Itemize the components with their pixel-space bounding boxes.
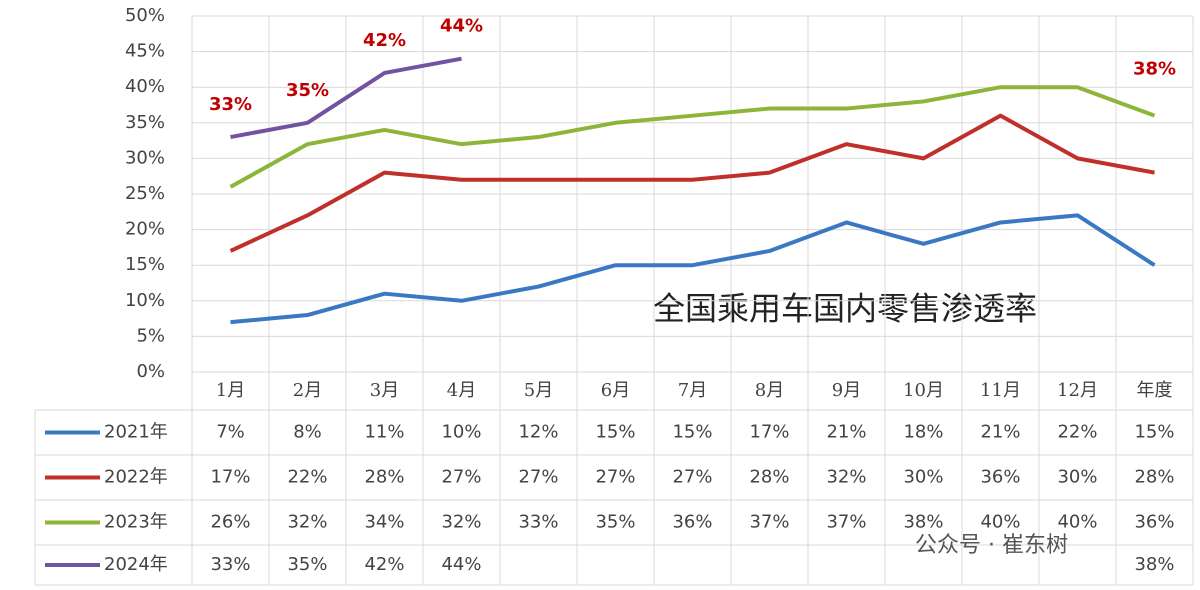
table-cell: 32% (287, 512, 327, 533)
table-cell: 40% (980, 512, 1020, 533)
y-tick-label: 30% (125, 147, 165, 168)
table-cell: 30% (903, 467, 943, 488)
x-tick-label: 9月 (832, 380, 861, 401)
x-tick-label: 年度 (1137, 380, 1173, 401)
table-cell: 28% (749, 467, 789, 488)
y-tick-label: 35% (125, 112, 165, 133)
y-tick-label: 20% (125, 219, 165, 240)
table-cell: 28% (364, 467, 404, 488)
table-cell: 11% (364, 422, 404, 443)
table-cell: 37% (826, 512, 866, 533)
y-tick-label: 15% (125, 254, 165, 275)
table-cell: 36% (980, 467, 1020, 488)
table-cell: 18% (903, 422, 943, 443)
table-cell: 27% (441, 467, 481, 488)
table-cell: 37% (749, 512, 789, 533)
x-tick-label: 7月 (678, 380, 707, 401)
x-tick-label: 11月 (980, 380, 1021, 401)
data-label: 42% (363, 30, 406, 51)
table-cell: 38% (1134, 554, 1174, 575)
table-cell: 35% (595, 512, 635, 533)
table-cell: 22% (1057, 422, 1097, 443)
x-tick-label: 3月 (370, 380, 399, 401)
table-cell: 21% (826, 422, 866, 443)
table-cell: 17% (749, 422, 789, 443)
x-tick-label: 2月 (293, 380, 322, 401)
y-tick-label: 10% (125, 290, 165, 311)
table-cell: 27% (595, 467, 635, 488)
data-label: 33% (209, 94, 252, 115)
chart-title: 全国乘用车国内零售渗透率 (653, 290, 1037, 328)
table-cell: 17% (210, 467, 250, 488)
x-tick-label: 12月 (1057, 380, 1098, 401)
x-tick-label: 1月 (216, 380, 245, 401)
x-tick-label: 5月 (524, 380, 553, 401)
series-line (230, 56, 462, 140)
data-label: 38% (1133, 58, 1176, 79)
series-line (229, 113, 1155, 253)
watermark: 公众号 · 崔东树 (915, 533, 1068, 558)
y-tick-label: 50% (125, 5, 165, 26)
table-cell: 15% (595, 422, 635, 443)
table-cell: 28% (1134, 467, 1174, 488)
x-tick-label: 10月 (903, 380, 944, 401)
table-cell: 27% (672, 467, 712, 488)
table-cell: 10% (441, 422, 481, 443)
y-tick-label: 45% (125, 41, 165, 62)
table-cell: 44% (441, 554, 481, 575)
data-label: 35% (286, 80, 329, 101)
table-cell: 36% (1134, 512, 1174, 533)
table-cell: 27% (518, 467, 558, 488)
data-label: 44% (440, 16, 483, 37)
table-cell: 8% (293, 422, 322, 443)
legend-label: 2022年 (104, 467, 168, 488)
legend-label: 2021年 (104, 422, 168, 443)
table-cell: 32% (441, 512, 481, 533)
table-cell: 7% (216, 422, 245, 443)
table-cell: 21% (980, 422, 1020, 443)
table-cell: 38% (903, 512, 943, 533)
table-cell: 15% (672, 422, 712, 443)
y-tick-label: 0% (136, 361, 165, 382)
legend-label: 2023年 (104, 512, 168, 533)
series-line (229, 85, 1156, 189)
table-cell: 33% (210, 554, 250, 575)
x-tick-label: 8月 (755, 380, 784, 401)
table-cell: 34% (364, 512, 404, 533)
table-cell: 15% (1134, 422, 1174, 443)
table-cell: 22% (287, 467, 327, 488)
table-cell: 40% (1057, 512, 1097, 533)
table-cell: 30% (1057, 467, 1097, 488)
table-cell: 36% (672, 512, 712, 533)
table-cell: 32% (826, 467, 866, 488)
series-line (230, 213, 1156, 325)
table-cell: 33% (518, 512, 558, 533)
table-cell: 26% (210, 512, 250, 533)
legend-label: 2024年 (104, 554, 168, 575)
y-tick-label: 40% (125, 76, 165, 97)
table-cell: 35% (287, 554, 327, 575)
x-tick-label: 4月 (447, 380, 476, 401)
y-tick-label: 5% (136, 325, 165, 346)
table-cell: 12% (518, 422, 558, 443)
y-tick-label: 25% (125, 183, 165, 204)
table-cell: 42% (364, 554, 404, 575)
x-tick-label: 6月 (601, 380, 630, 401)
